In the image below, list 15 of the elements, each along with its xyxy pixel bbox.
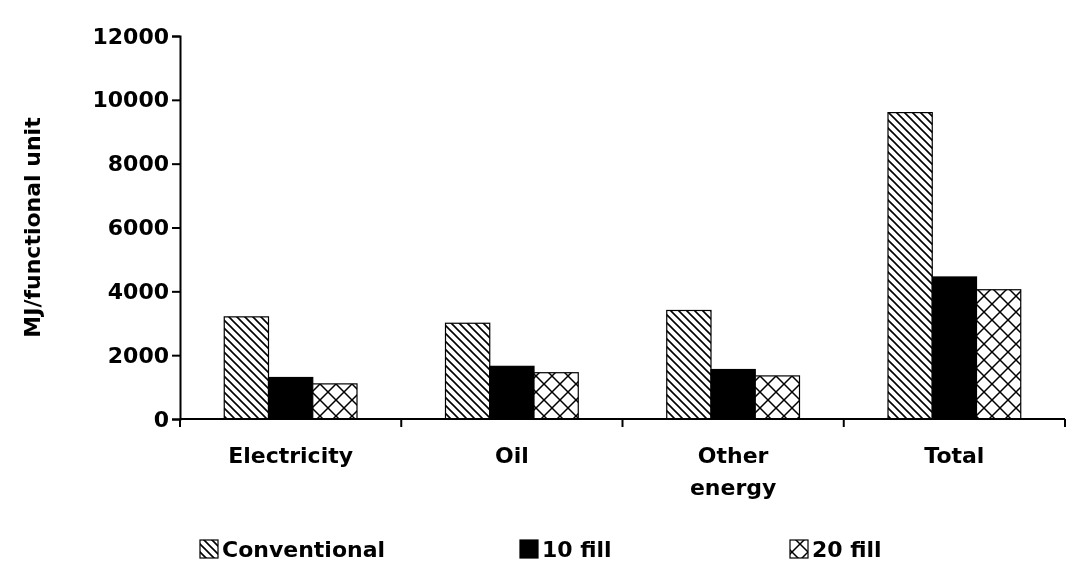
legend-label: 10 fill xyxy=(542,537,612,562)
y-tick-label: 12000 xyxy=(92,23,169,49)
y-tick-label: 8000 xyxy=(107,151,169,177)
legend-label: Conventional xyxy=(222,537,386,562)
x-tick-label: Electricity xyxy=(228,443,354,468)
x-tick-label: Other energy xyxy=(689,443,777,500)
y-tick-label: 4000 xyxy=(107,278,169,304)
y-tick-label: 2000 xyxy=(107,342,169,368)
x-tick-label: Total xyxy=(924,443,985,468)
x-tick-label: Oil xyxy=(494,443,529,468)
y-tick-label: 6000 xyxy=(107,215,169,241)
legend-label: 20 fill xyxy=(812,537,882,562)
y-tick-label: 0 xyxy=(153,406,169,432)
y-axis-title: MJ/functional unit xyxy=(20,116,45,338)
y-tick-label: 10000 xyxy=(92,87,169,113)
